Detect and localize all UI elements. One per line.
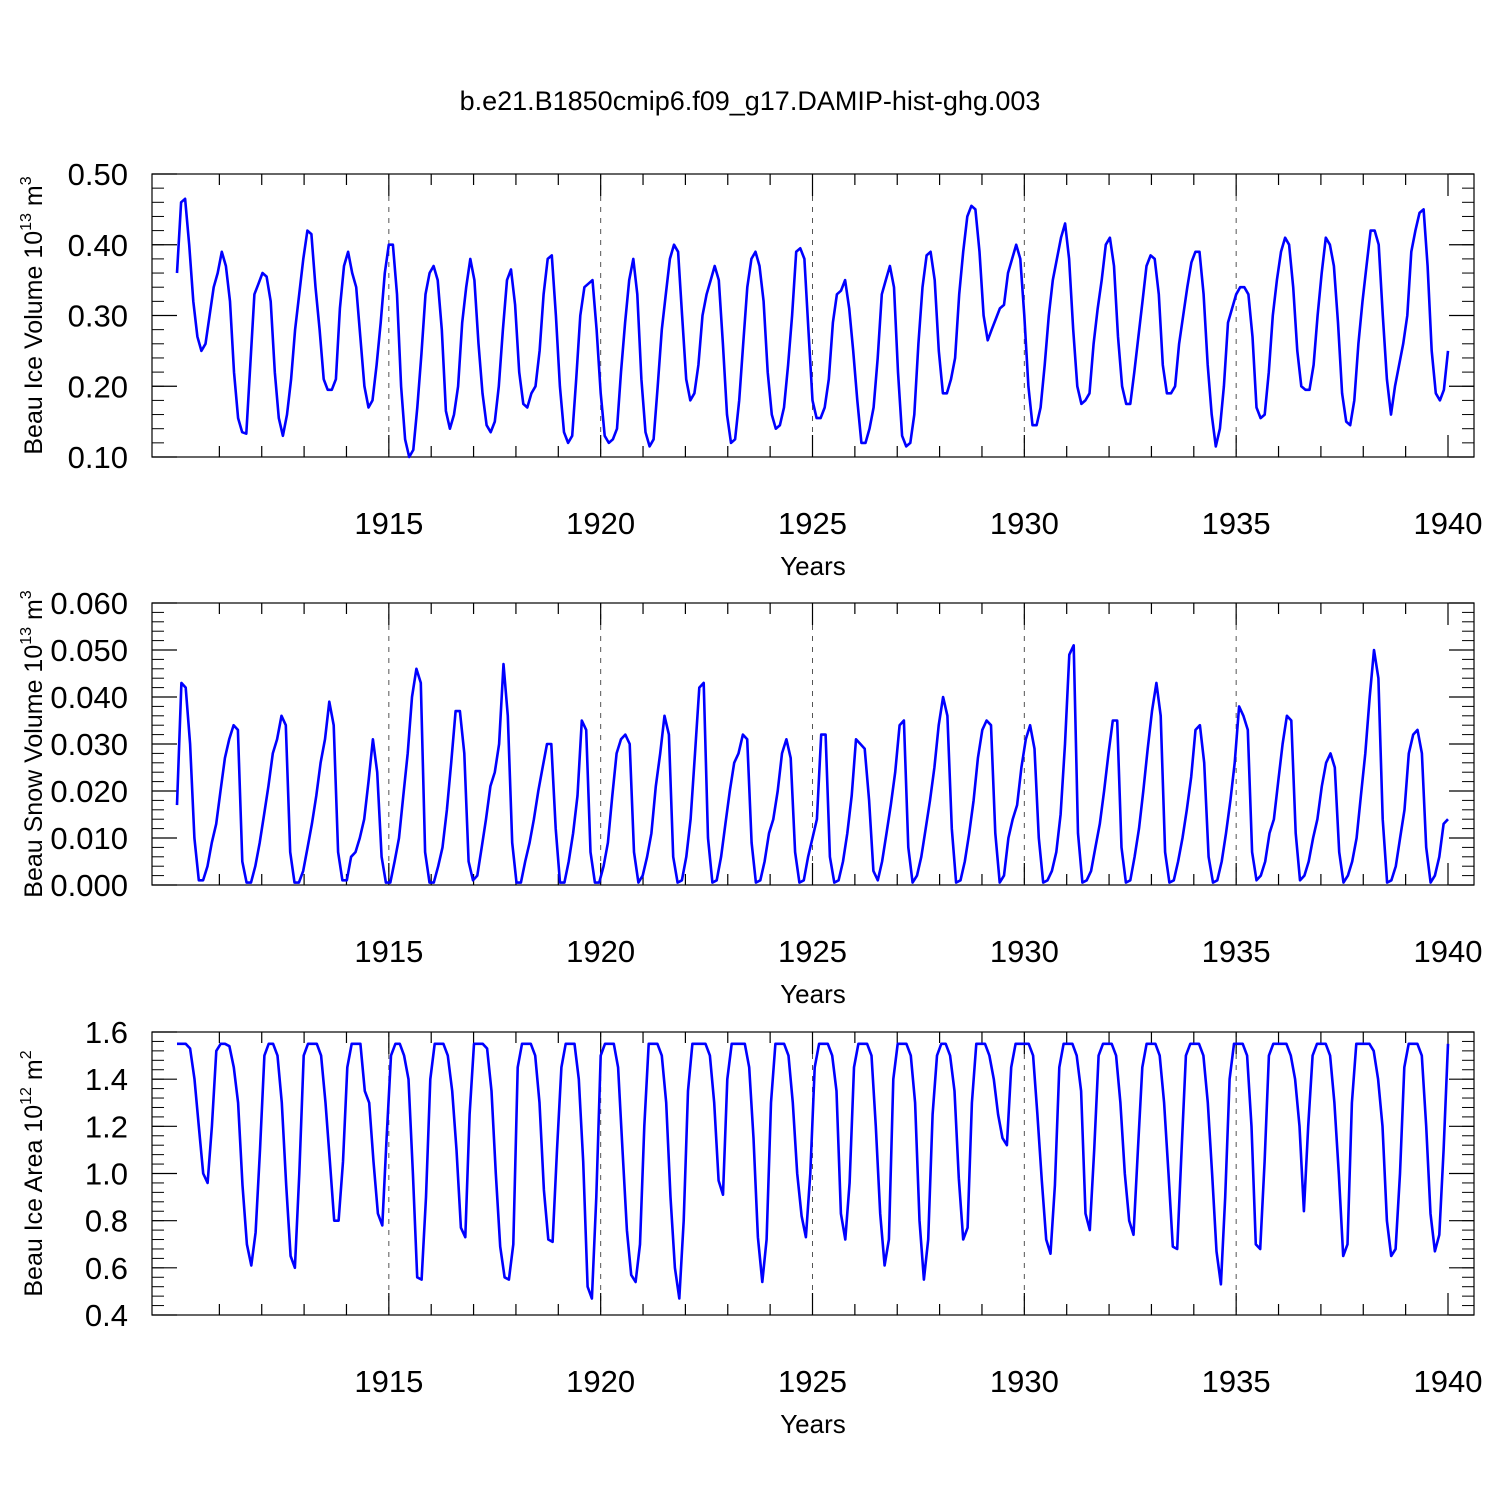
y-tick-label: 0.20 xyxy=(68,369,128,404)
y-tick-label: 0.4 xyxy=(85,1298,128,1333)
figure-title: b.e21.B1850cmip6.f09_g17.DAMIP-hist-ghg.… xyxy=(460,86,1041,116)
y-tick-label: 0.030 xyxy=(50,727,128,762)
x-tick-label: 1920 xyxy=(566,934,635,969)
series-line xyxy=(175,197,1450,459)
series-line xyxy=(177,1042,1450,1300)
y-tick-label: 0.020 xyxy=(50,774,128,809)
x-axis-label: Years xyxy=(780,551,846,581)
y-axis-label: Beau Ice Area 1012 m2 xyxy=(18,1050,48,1296)
x-tick-label: 1930 xyxy=(990,506,1059,541)
x-tick-label: 1940 xyxy=(1414,1364,1483,1399)
y-tick-label: 0.010 xyxy=(50,821,128,856)
plot-frame xyxy=(151,1031,1475,1316)
x-tick-label: 1925 xyxy=(778,506,847,541)
plot-frame xyxy=(151,173,1475,458)
x-axis-label: Years xyxy=(780,979,846,1009)
y-tick-label: 1.6 xyxy=(85,1015,128,1050)
series-line xyxy=(175,644,1449,884)
x-tick-label: 1915 xyxy=(354,1364,423,1399)
y-axis-label: Beau Snow Volume 1013 m3 xyxy=(18,590,48,898)
x-tick-label: 1930 xyxy=(990,1364,1059,1399)
y-tick-label: 0.040 xyxy=(50,680,128,715)
x-tick-label: 1940 xyxy=(1414,934,1483,969)
x-tick-label: 1940 xyxy=(1414,506,1483,541)
panels: 0.10 0.20 0.30 0.40 0.50 1915 1920 1925 1930 1935… xyxy=(18,157,1482,1439)
x-tick-label: 1915 xyxy=(354,506,423,541)
x-tick-label: 1915 xyxy=(354,934,423,969)
y-tick-label: 0.6 xyxy=(85,1251,128,1286)
x-tick-label: 1925 xyxy=(778,934,847,969)
y-tick-label: 0.060 xyxy=(50,586,128,621)
panel-ice-volume: 0.10 0.20 0.30 0.40 0.50 1915 1920 1925 1930 1935… xyxy=(18,157,1482,581)
y-tick-label: 0.10 xyxy=(68,440,128,475)
x-tick-label: 1935 xyxy=(1202,1364,1271,1399)
y-tick-label: 0.000 xyxy=(50,868,128,903)
y-tick-label: 0.30 xyxy=(68,299,128,334)
y-tick-label: 0.8 xyxy=(85,1204,128,1239)
x-tick-label: 1920 xyxy=(566,1364,635,1399)
x-tick-label: 1935 xyxy=(1202,506,1271,541)
x-tick-label: 1935 xyxy=(1202,934,1271,969)
y-axis-label: Beau Ice Volume 1013 m3 xyxy=(18,176,48,454)
panel-snow-volume: 0.000 0.010 0.020 0.030 0.040 0.050 0.060 1915 1… xyxy=(18,586,1482,1009)
y-tick-label: 1.2 xyxy=(85,1109,128,1144)
panel-ice-area: 0.4 0.6 0.8 1.0 1.2 1.4 1.6 1915 1920 1925 1930 193… xyxy=(18,1015,1482,1439)
y-tick-label: 0.40 xyxy=(68,228,128,263)
x-tick-label: 1920 xyxy=(566,506,635,541)
y-tick-label: 1.0 xyxy=(85,1157,128,1192)
x-axis-label: Years xyxy=(780,1409,846,1439)
x-tick-label: 1930 xyxy=(990,934,1059,969)
y-tick-label: 1.4 xyxy=(85,1062,128,1097)
y-tick-label: 0.50 xyxy=(68,157,128,192)
plot-frame xyxy=(151,602,1475,886)
x-tick-label: 1925 xyxy=(778,1364,847,1399)
y-tick-label: 0.050 xyxy=(50,633,128,668)
